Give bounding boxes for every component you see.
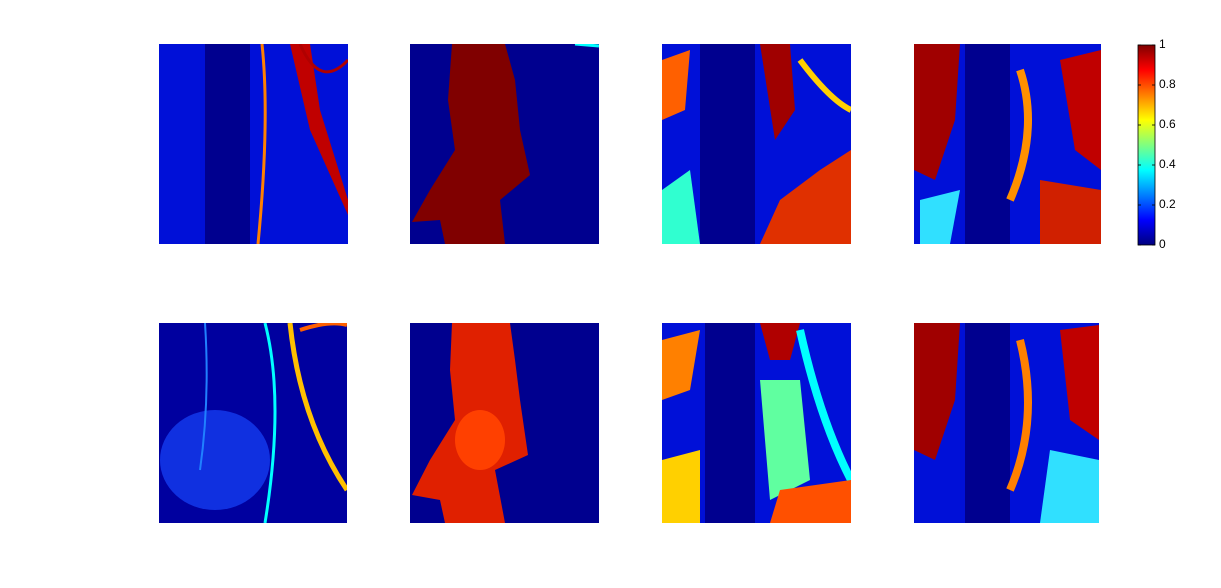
abundance-map [914,323,1099,523]
abundance-map [914,44,1101,244]
abundance-map [159,44,348,244]
colorbar: 0 0.2 0.4 0.6 0.8 1 [1137,37,1176,251]
colorbar-scale [1137,44,1156,246]
abundance-map [159,323,347,523]
colorbar-tick-label: 0.8 [1159,77,1176,91]
colorbar-tick-label: 0.4 [1159,157,1176,171]
colorbar-tick-label: 0.6 [1159,117,1176,131]
colorbar-tick-label: 1 [1159,37,1166,51]
abundance-map [410,44,599,244]
abundance-map [662,44,851,244]
colorbar-tick-label: 0.2 [1159,197,1176,211]
colorbar-tick-label: 0 [1159,237,1166,251]
abundance-map [662,323,851,523]
abundance-map [410,323,599,523]
